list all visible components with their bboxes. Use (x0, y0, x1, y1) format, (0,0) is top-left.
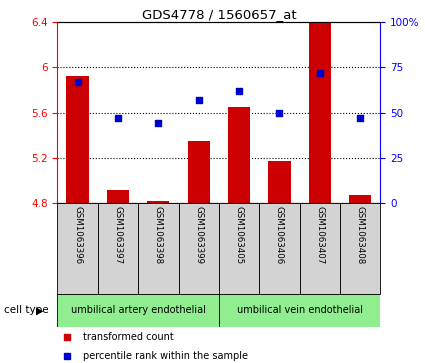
Point (235, 88, 242, 94)
Point (303, 276, 310, 282)
Point (155, 121, 162, 126)
Bar (268, 161, 291, 203)
Text: cell type: cell type (4, 305, 49, 315)
Bar (259, 203, 300, 294)
Title: GDS4778 / 1560657_at: GDS4778 / 1560657_at (142, 8, 296, 21)
Bar (57, 294, 219, 327)
Text: GSM1063407: GSM1063407 (315, 206, 324, 264)
Text: GSM1063398: GSM1063398 (154, 206, 163, 264)
Point (316, 70, 323, 76)
Text: transformed count: transformed count (83, 332, 174, 342)
Bar (340, 203, 380, 294)
Point (114, 115, 122, 121)
Point (303, 104, 310, 110)
Bar (178, 203, 219, 294)
Bar (300, 203, 340, 294)
Text: ▶: ▶ (36, 305, 44, 315)
Text: umbilical vein endothelial: umbilical vein endothelial (237, 305, 363, 315)
Bar (138, 203, 178, 294)
Bar (219, 203, 259, 294)
Bar (187, 141, 210, 203)
Text: GSM1063406: GSM1063406 (275, 206, 284, 264)
Point (195, 97, 202, 103)
Bar (309, 22, 331, 203)
Text: GSM1063397: GSM1063397 (113, 206, 122, 264)
Text: percentile rank within the sample: percentile rank within the sample (83, 351, 248, 361)
Bar (349, 195, 371, 203)
Text: GSM1063396: GSM1063396 (73, 206, 82, 264)
Bar (57, 203, 98, 294)
Text: GSM1063399: GSM1063399 (194, 206, 203, 264)
Text: GSM1063408: GSM1063408 (356, 206, 365, 264)
Bar (107, 189, 129, 203)
Bar (219, 294, 380, 327)
Point (357, 115, 363, 121)
Bar (147, 201, 170, 203)
Point (276, 110, 283, 115)
Point (74, 79, 81, 85)
Bar (98, 203, 138, 294)
Bar (228, 107, 250, 203)
Text: umbilical artery endothelial: umbilical artery endothelial (71, 305, 206, 315)
Bar (66, 76, 89, 203)
Text: GSM1063405: GSM1063405 (235, 206, 244, 264)
